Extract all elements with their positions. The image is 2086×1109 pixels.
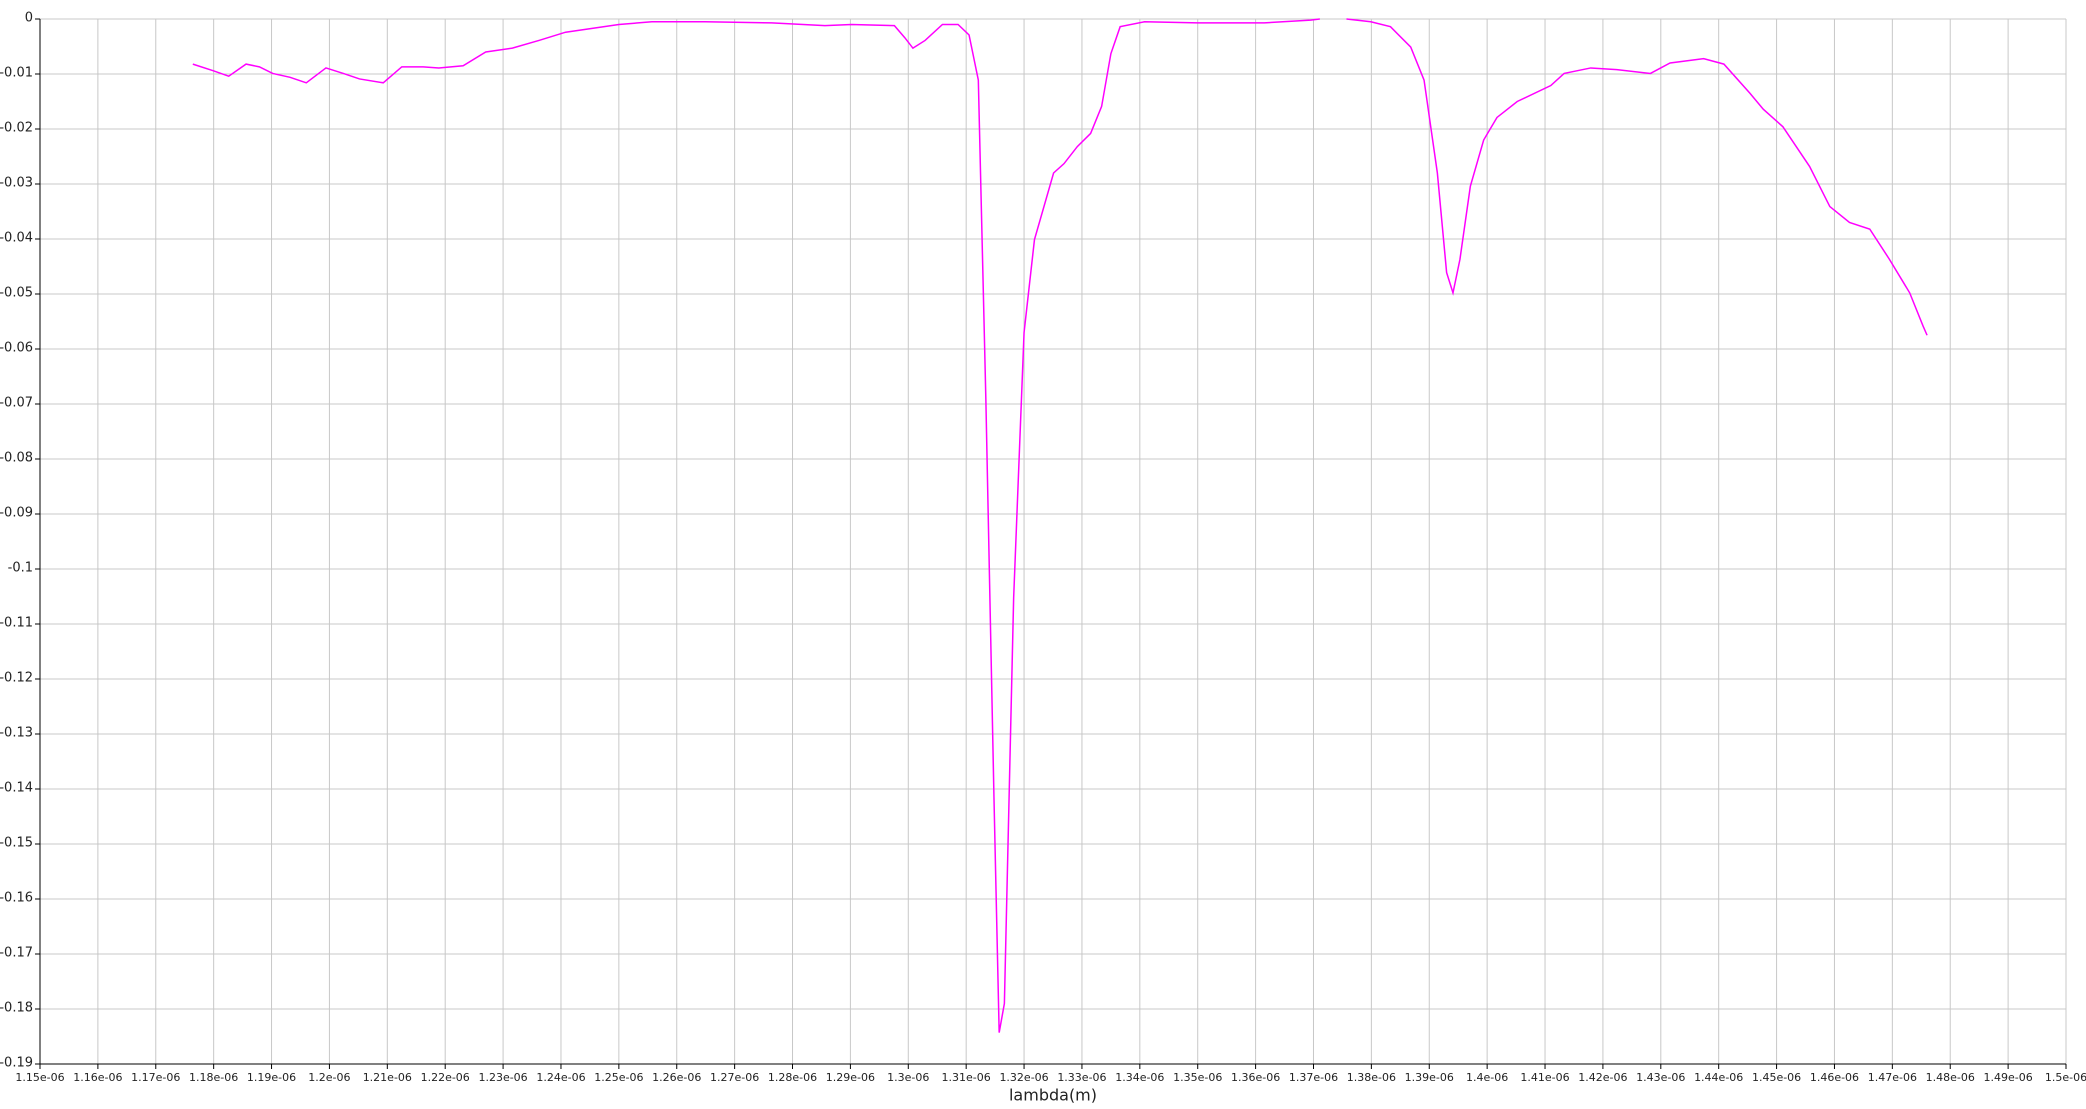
y-tick-label: -0.04 [0, 231, 33, 246]
x-tick-label: 1.21e-06 [363, 1071, 412, 1084]
y-tick-label: -0.09 [0, 506, 33, 521]
y-tick-label: -0.01 [0, 66, 33, 81]
x-tick-label: 1.49e-06 [1983, 1071, 2032, 1084]
x-tick-label: 1.33e-06 [1057, 1071, 1106, 1084]
x-tick-label: 1.32e-06 [999, 1071, 1048, 1084]
x-tick-label: 1.31e-06 [942, 1071, 991, 1084]
y-tick-label: -0.13 [0, 726, 33, 741]
x-tick-label: 1.48e-06 [1926, 1071, 1975, 1084]
x-tick-label: 1.2e-06 [308, 1071, 350, 1084]
x-tick-label: 1.5e-06 [2045, 1071, 2086, 1084]
x-tick-label: 1.19e-06 [247, 1071, 296, 1084]
y-tick-label: -0.18 [0, 1001, 33, 1016]
x-axis-title: lambda(m) [1009, 1086, 1097, 1105]
x-tick-label: 1.46e-06 [1810, 1071, 1859, 1084]
x-tick-label: 1.25e-06 [594, 1071, 643, 1084]
data-line [192, 18, 1928, 1033]
x-tick-label: 1.27e-06 [710, 1071, 759, 1084]
y-tick-label: -0.19 [0, 1056, 33, 1071]
x-tick-label: 1.4e-06 [1466, 1071, 1508, 1084]
x-tick-label: 1.45e-06 [1752, 1071, 1801, 1084]
y-tick-label: -0.07 [0, 396, 33, 411]
y-tick-label: -0.08 [0, 451, 33, 466]
y-tick-label: -0.15 [0, 836, 33, 851]
x-tick-label: 1.36e-06 [1231, 1071, 1280, 1084]
x-tick-label: 1.24e-06 [536, 1071, 585, 1084]
x-tick-label: 1.38e-06 [1347, 1071, 1396, 1084]
y-tick-label: -0.11 [0, 616, 33, 631]
y-tick-label: -0.05 [0, 286, 33, 301]
y-tick-label: -0.16 [0, 891, 33, 906]
x-tick-label: 1.35e-06 [1173, 1071, 1222, 1084]
x-tick-label: 1.26e-06 [652, 1071, 701, 1084]
y-tick-label: -0.1 [8, 561, 33, 576]
x-tick-label: 1.42e-06 [1578, 1071, 1627, 1084]
y-tick-label: 0 [25, 11, 33, 26]
y-tick-label: -0.17 [0, 946, 33, 961]
x-tick-label: 1.23e-06 [478, 1071, 527, 1084]
x-tick-label: 1.37e-06 [1289, 1071, 1338, 1084]
x-tick-label: 1.16e-06 [73, 1071, 122, 1084]
x-tick-label: 1.3e-06 [887, 1071, 929, 1084]
x-tick-label: 1.44e-06 [1694, 1071, 1743, 1084]
x-tick-label: 1.29e-06 [826, 1071, 875, 1084]
y-tick-label: -0.14 [0, 781, 33, 796]
x-tick-label: 1.41e-06 [1520, 1071, 1569, 1084]
y-tick-label: -0.06 [0, 341, 33, 356]
y-tick-label: -0.12 [0, 671, 33, 686]
x-tick-label: 1.18e-06 [189, 1071, 238, 1084]
x-tick-label: 1.15e-06 [15, 1071, 64, 1084]
x-tick-label: 1.34e-06 [1115, 1071, 1164, 1084]
x-tick-label: 1.43e-06 [1636, 1071, 1685, 1084]
x-tick-label: 1.17e-06 [131, 1071, 180, 1084]
x-tick-label: 1.47e-06 [1868, 1071, 1917, 1084]
x-tick-label: 1.39e-06 [1405, 1071, 1454, 1084]
y-tick-label: -0.03 [0, 176, 33, 191]
y-tick-label: -0.02 [0, 121, 33, 136]
x-tick-label: 1.22e-06 [421, 1071, 470, 1084]
x-tick-label: 1.28e-06 [768, 1071, 817, 1084]
